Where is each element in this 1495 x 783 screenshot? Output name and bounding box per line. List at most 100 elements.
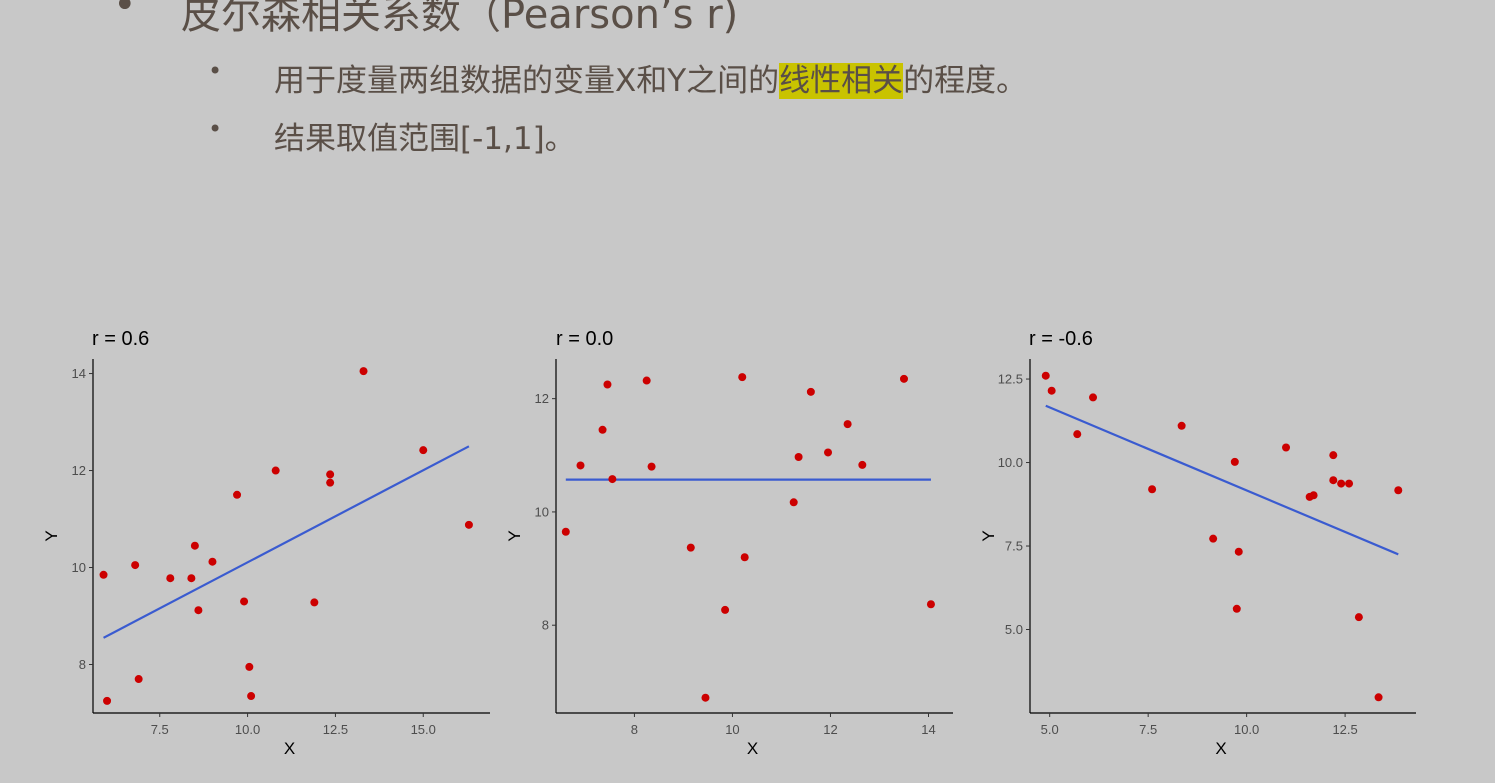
data-point xyxy=(208,557,217,566)
data-point xyxy=(608,475,617,484)
y-tick-label: 10 xyxy=(535,504,549,519)
x-tick-label: 12.5 xyxy=(323,722,348,737)
y-tick-label: 7.5 xyxy=(1005,539,1023,554)
data-point xyxy=(858,460,867,469)
data-point xyxy=(1345,479,1354,488)
y-tick-label: 10 xyxy=(72,560,86,575)
data-point xyxy=(1089,393,1098,402)
data-point xyxy=(1177,421,1186,430)
chart-2-title: r = 0.0 xyxy=(556,328,614,350)
data-point xyxy=(245,662,254,671)
data-point xyxy=(899,374,908,383)
x-tick-label: 8 xyxy=(631,722,638,737)
data-point xyxy=(603,380,612,389)
data-point xyxy=(1073,430,1082,439)
data-point xyxy=(464,520,473,529)
chart-1-title: r = 0.6 xyxy=(92,328,150,350)
data-point xyxy=(1209,534,1218,543)
y-tick-label: 10.0 xyxy=(998,455,1023,470)
y-tick-label: 14 xyxy=(72,366,86,381)
bullet-dot: • xyxy=(208,115,223,143)
bullet-text-1-post: 的程度。 xyxy=(903,63,1028,99)
data-point xyxy=(134,675,143,684)
data-point xyxy=(187,574,196,583)
data-point xyxy=(1232,604,1241,613)
data-point xyxy=(598,425,607,434)
data-point xyxy=(686,543,695,552)
bullet-dot: • xyxy=(208,57,223,85)
y-tick-label: 12.5 xyxy=(998,372,1023,387)
bullet-text-2: 结果取值范围[-1,1]。 xyxy=(274,121,576,157)
data-point xyxy=(271,466,280,475)
data-point xyxy=(738,373,747,382)
data-point xyxy=(789,498,798,507)
x-tick-label: 15.0 xyxy=(411,722,436,737)
x-tick-label: 10.0 xyxy=(1234,722,1259,737)
data-point xyxy=(1329,451,1338,460)
data-point xyxy=(926,600,935,609)
data-point xyxy=(1230,457,1239,466)
data-point xyxy=(326,478,335,487)
x-tick-label: 7.5 xyxy=(1139,722,1157,737)
data-point xyxy=(359,367,368,376)
y-tick-label: 5.0 xyxy=(1005,622,1023,637)
x-tick-label: 14 xyxy=(921,722,935,737)
data-point xyxy=(740,553,749,562)
data-point xyxy=(1374,693,1383,702)
y-tick-label: 8 xyxy=(542,618,549,633)
data-point xyxy=(794,452,803,461)
x-tick-label: 10 xyxy=(725,722,739,737)
data-point xyxy=(240,597,249,606)
data-point xyxy=(99,570,108,579)
data-point xyxy=(1282,443,1291,452)
x-tick-label: 12 xyxy=(823,722,837,737)
data-point xyxy=(131,561,140,570)
data-point xyxy=(1337,479,1346,488)
x-axis-label: X xyxy=(284,739,295,758)
data-point xyxy=(647,462,656,471)
x-tick-label: 12.5 xyxy=(1332,722,1357,737)
data-point xyxy=(1041,371,1050,380)
data-point xyxy=(326,470,335,479)
data-point xyxy=(806,387,815,396)
data-point xyxy=(576,461,585,470)
data-point xyxy=(561,527,570,536)
data-point xyxy=(824,448,833,457)
bullet-dot: • xyxy=(113,0,137,28)
data-point xyxy=(701,693,710,702)
data-point xyxy=(194,606,203,615)
y-tick-label: 12 xyxy=(72,463,86,478)
y-axis-label: Y xyxy=(505,530,524,541)
slide-heading: 皮尔森相关系数（Pearson’s r) xyxy=(181,0,739,38)
data-point xyxy=(1047,386,1056,395)
data-point xyxy=(247,692,256,701)
data-point xyxy=(642,376,651,385)
trend-line xyxy=(1045,404,1399,556)
data-point xyxy=(166,574,175,583)
x-tick-label: 5.0 xyxy=(1041,722,1059,737)
y-axis-label: Y xyxy=(979,530,998,541)
bullet-text-1-pre: 用于度量两组数据的变量X和Y之间的 xyxy=(274,63,780,99)
chart-3-title: r = -0.6 xyxy=(1029,328,1093,350)
data-point xyxy=(843,420,852,429)
highlighted-term: 线性相关 xyxy=(779,63,904,99)
data-point xyxy=(1309,491,1318,500)
y-tick-label: 8 xyxy=(79,657,86,672)
data-point xyxy=(1329,476,1338,485)
data-point xyxy=(721,605,730,614)
data-point xyxy=(233,490,242,499)
data-point xyxy=(1394,486,1403,495)
data-point xyxy=(310,598,319,607)
data-point xyxy=(419,446,428,455)
y-tick-label: 12 xyxy=(535,391,549,406)
x-tick-label: 10.0 xyxy=(235,722,260,737)
x-axis-label: X xyxy=(747,739,758,758)
data-point xyxy=(1148,485,1157,494)
x-axis-label: X xyxy=(1215,739,1226,758)
data-point xyxy=(190,541,199,550)
trend-line xyxy=(103,445,470,639)
data-point xyxy=(103,696,112,705)
y-axis-label: Y xyxy=(42,530,61,541)
x-tick-label: 7.5 xyxy=(151,722,169,737)
